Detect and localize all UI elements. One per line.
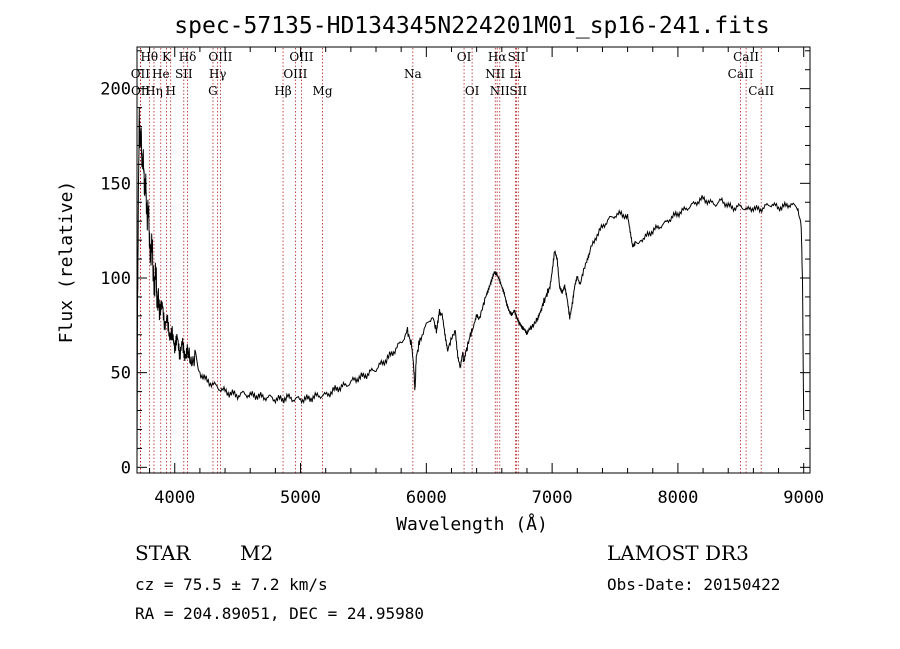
y-tick-label-3: 150: [100, 174, 131, 194]
line-label-23: Li: [509, 67, 521, 81]
line-label-11: G: [208, 84, 218, 98]
y-axis-label: Flux (relative): [56, 181, 77, 344]
x-tick-label-2: 6000: [406, 488, 447, 508]
line-label-25: CaII: [733, 50, 759, 64]
object-subclass: M2: [240, 541, 273, 565]
y-tick-label-1: 50: [111, 364, 131, 384]
line-label-24: SII: [509, 84, 527, 98]
line-label-18: OI: [465, 84, 480, 98]
y-tick-label-4: 200: [100, 80, 131, 100]
x-tick-label-3: 7000: [532, 488, 573, 508]
survey-name: LAMOST DR3: [607, 541, 749, 565]
x-tick-label-1: 5000: [280, 488, 321, 508]
line-label-19: Hα: [488, 50, 507, 64]
spectrum-layer: [136, 107, 805, 466]
x-tick-label-5: 9000: [783, 488, 824, 508]
line-label-14: OIII: [283, 67, 307, 81]
line-label-2: OII: [131, 84, 151, 98]
line-label-0: Hθ: [140, 50, 158, 64]
line-label-16: Na: [404, 67, 422, 81]
chart-title: spec-57135-HD134345N224201M01_sp16-241.f…: [174, 13, 769, 39]
x-axis-label: Wavelength (Å): [396, 513, 548, 535]
line-label-26: CaII: [728, 67, 754, 81]
line-label-17: OI: [457, 50, 472, 64]
observation-date: Obs-Date: 20150422: [607, 575, 780, 594]
line-label-20: NII: [485, 67, 505, 81]
line-label-3: K: [162, 50, 172, 64]
line-label-15: Mg: [313, 84, 333, 98]
y-tick-label-0: 0: [121, 458, 131, 478]
spectral-line-labels: Hθ OII OII K He Hη H Hδ SII OIII Hγ G Hβ OIII OIII Mg Na…: [131, 50, 775, 98]
redshift-cz: cz = 75.5 ± 7.2 km/s: [135, 575, 328, 594]
line-label-7: Hδ: [179, 50, 197, 64]
line-label-1: OII: [131, 67, 151, 81]
line-label-5: Hη: [145, 84, 163, 98]
line-label-13: OIII: [289, 50, 313, 64]
x-axis-ticks: 4000 5000 6000 7000 8000 9000: [149, 47, 824, 508]
line-label-6: H: [165, 84, 175, 98]
line-label-22: SII: [508, 50, 526, 64]
line-label-21: NII: [490, 84, 510, 98]
spectral-line-markers: [139, 48, 762, 473]
x-tick-label-4: 8000: [657, 488, 698, 508]
object-class: STAR: [135, 541, 191, 565]
line-label-8: SII: [175, 67, 193, 81]
y-axis-ticks: 0 50 100 150 200: [100, 50, 810, 478]
line-label-12: Hβ: [274, 84, 291, 98]
line-label-10: Hγ: [209, 67, 227, 81]
spectrum-line-spectrum: [136, 107, 805, 466]
line-label-27: CaII: [748, 84, 774, 98]
plot-frame: [136, 46, 811, 474]
line-label-9: OIII: [208, 50, 232, 64]
line-label-4: He: [152, 67, 170, 81]
x-tick-label-0: 4000: [154, 488, 195, 508]
coordinates: RA = 204.89051, DEC = 24.95980: [135, 604, 424, 623]
y-tick-label-2: 100: [100, 269, 131, 289]
